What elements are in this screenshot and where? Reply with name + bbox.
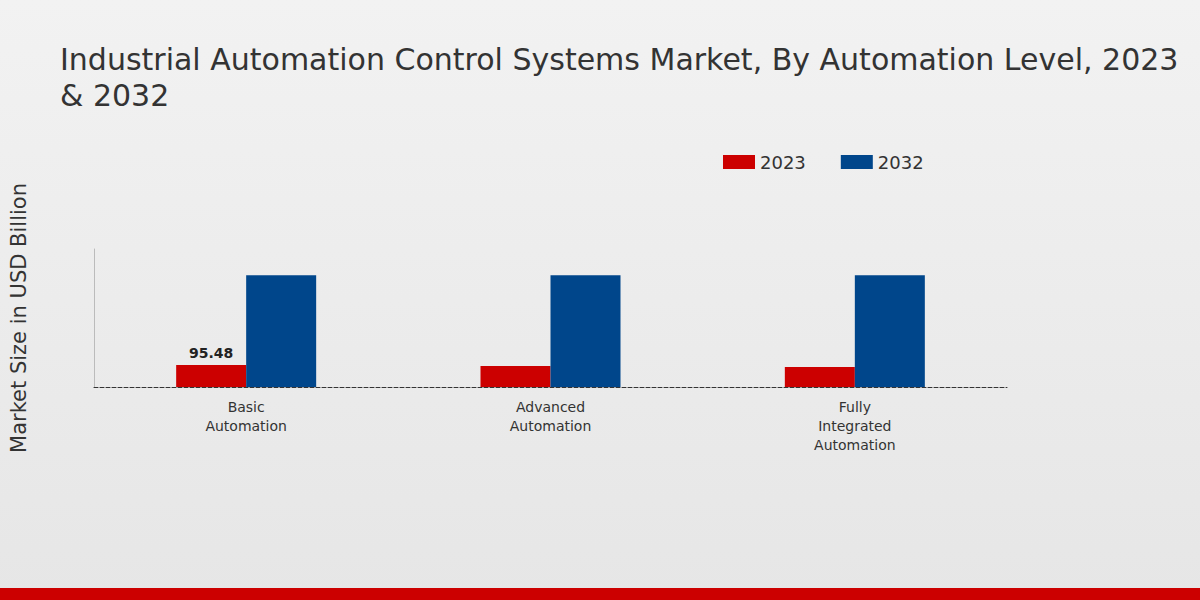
- svg-text:& 2032: & 2032: [60, 78, 169, 113]
- svg-text:Basic: Basic: [228, 399, 265, 415]
- svg-text:Industrial Automation Control: Industrial Automation Control Systems Ma…: [60, 42, 1188, 77]
- svg-text:2032: 2032: [878, 152, 924, 173]
- svg-text:Automation: Automation: [814, 437, 896, 453]
- svg-text:Fully: Fully: [839, 399, 871, 415]
- svg-text:Integrated: Integrated: [818, 418, 891, 434]
- svg-text:Market Size in USD Billion: Market Size in USD Billion: [7, 183, 31, 453]
- svg-text:2023: 2023: [760, 152, 806, 173]
- svg-text:Advanced: Advanced: [516, 399, 585, 415]
- svg-text:Automation: Automation: [510, 418, 592, 434]
- svg-text:95.48: 95.48: [189, 345, 233, 361]
- svg-text:Automation: Automation: [205, 418, 287, 434]
